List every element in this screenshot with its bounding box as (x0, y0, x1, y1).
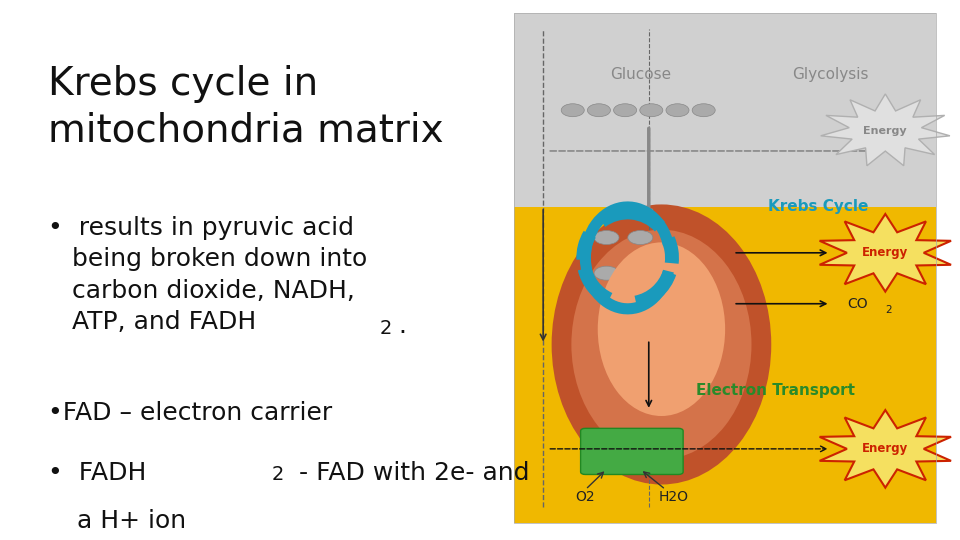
Circle shape (628, 231, 653, 245)
Text: CO: CO (848, 297, 868, 310)
Circle shape (692, 104, 715, 117)
Text: 2: 2 (379, 319, 392, 338)
Circle shape (594, 266, 619, 280)
Text: a H+ ion: a H+ ion (77, 509, 186, 533)
Text: Energy: Energy (862, 442, 908, 455)
Text: •FAD – electron carrier: •FAD – electron carrier (48, 401, 332, 426)
Polygon shape (821, 94, 950, 166)
Circle shape (562, 104, 585, 117)
Text: O2: O2 (576, 490, 595, 504)
Circle shape (639, 104, 662, 117)
Text: •  FADH: • FADH (48, 461, 146, 485)
Circle shape (666, 104, 689, 117)
Text: •  results in pyruvic acid
   being broken down into
   carbon dioxide, NADH,
  : • results in pyruvic acid being broken d… (48, 215, 368, 334)
FancyBboxPatch shape (581, 428, 684, 475)
Ellipse shape (552, 205, 771, 484)
Polygon shape (820, 410, 951, 488)
FancyBboxPatch shape (514, 14, 936, 329)
Text: Energy: Energy (862, 246, 908, 259)
Text: .: . (398, 314, 406, 338)
Bar (514, 14, 936, 523)
Ellipse shape (571, 230, 752, 460)
Text: Glycolysis: Glycolysis (792, 67, 869, 82)
Text: Krebs Cycle: Krebs Cycle (768, 199, 868, 214)
FancyBboxPatch shape (514, 207, 936, 523)
Polygon shape (820, 214, 951, 292)
Text: 2: 2 (886, 305, 893, 315)
Text: 2: 2 (272, 465, 284, 484)
Text: - FAD with 2e- and: - FAD with 2e- and (291, 461, 529, 485)
Circle shape (613, 104, 636, 117)
Text: H2O: H2O (660, 490, 689, 504)
Circle shape (628, 266, 653, 280)
Circle shape (594, 231, 619, 245)
Text: Glucose: Glucose (610, 67, 671, 82)
Text: Electron Transport: Electron Transport (696, 383, 855, 398)
Text: Krebs cycle in
mitochondria matrix: Krebs cycle in mitochondria matrix (48, 65, 444, 150)
Ellipse shape (598, 242, 725, 416)
Text: Energy: Energy (863, 126, 907, 136)
Circle shape (588, 104, 611, 117)
